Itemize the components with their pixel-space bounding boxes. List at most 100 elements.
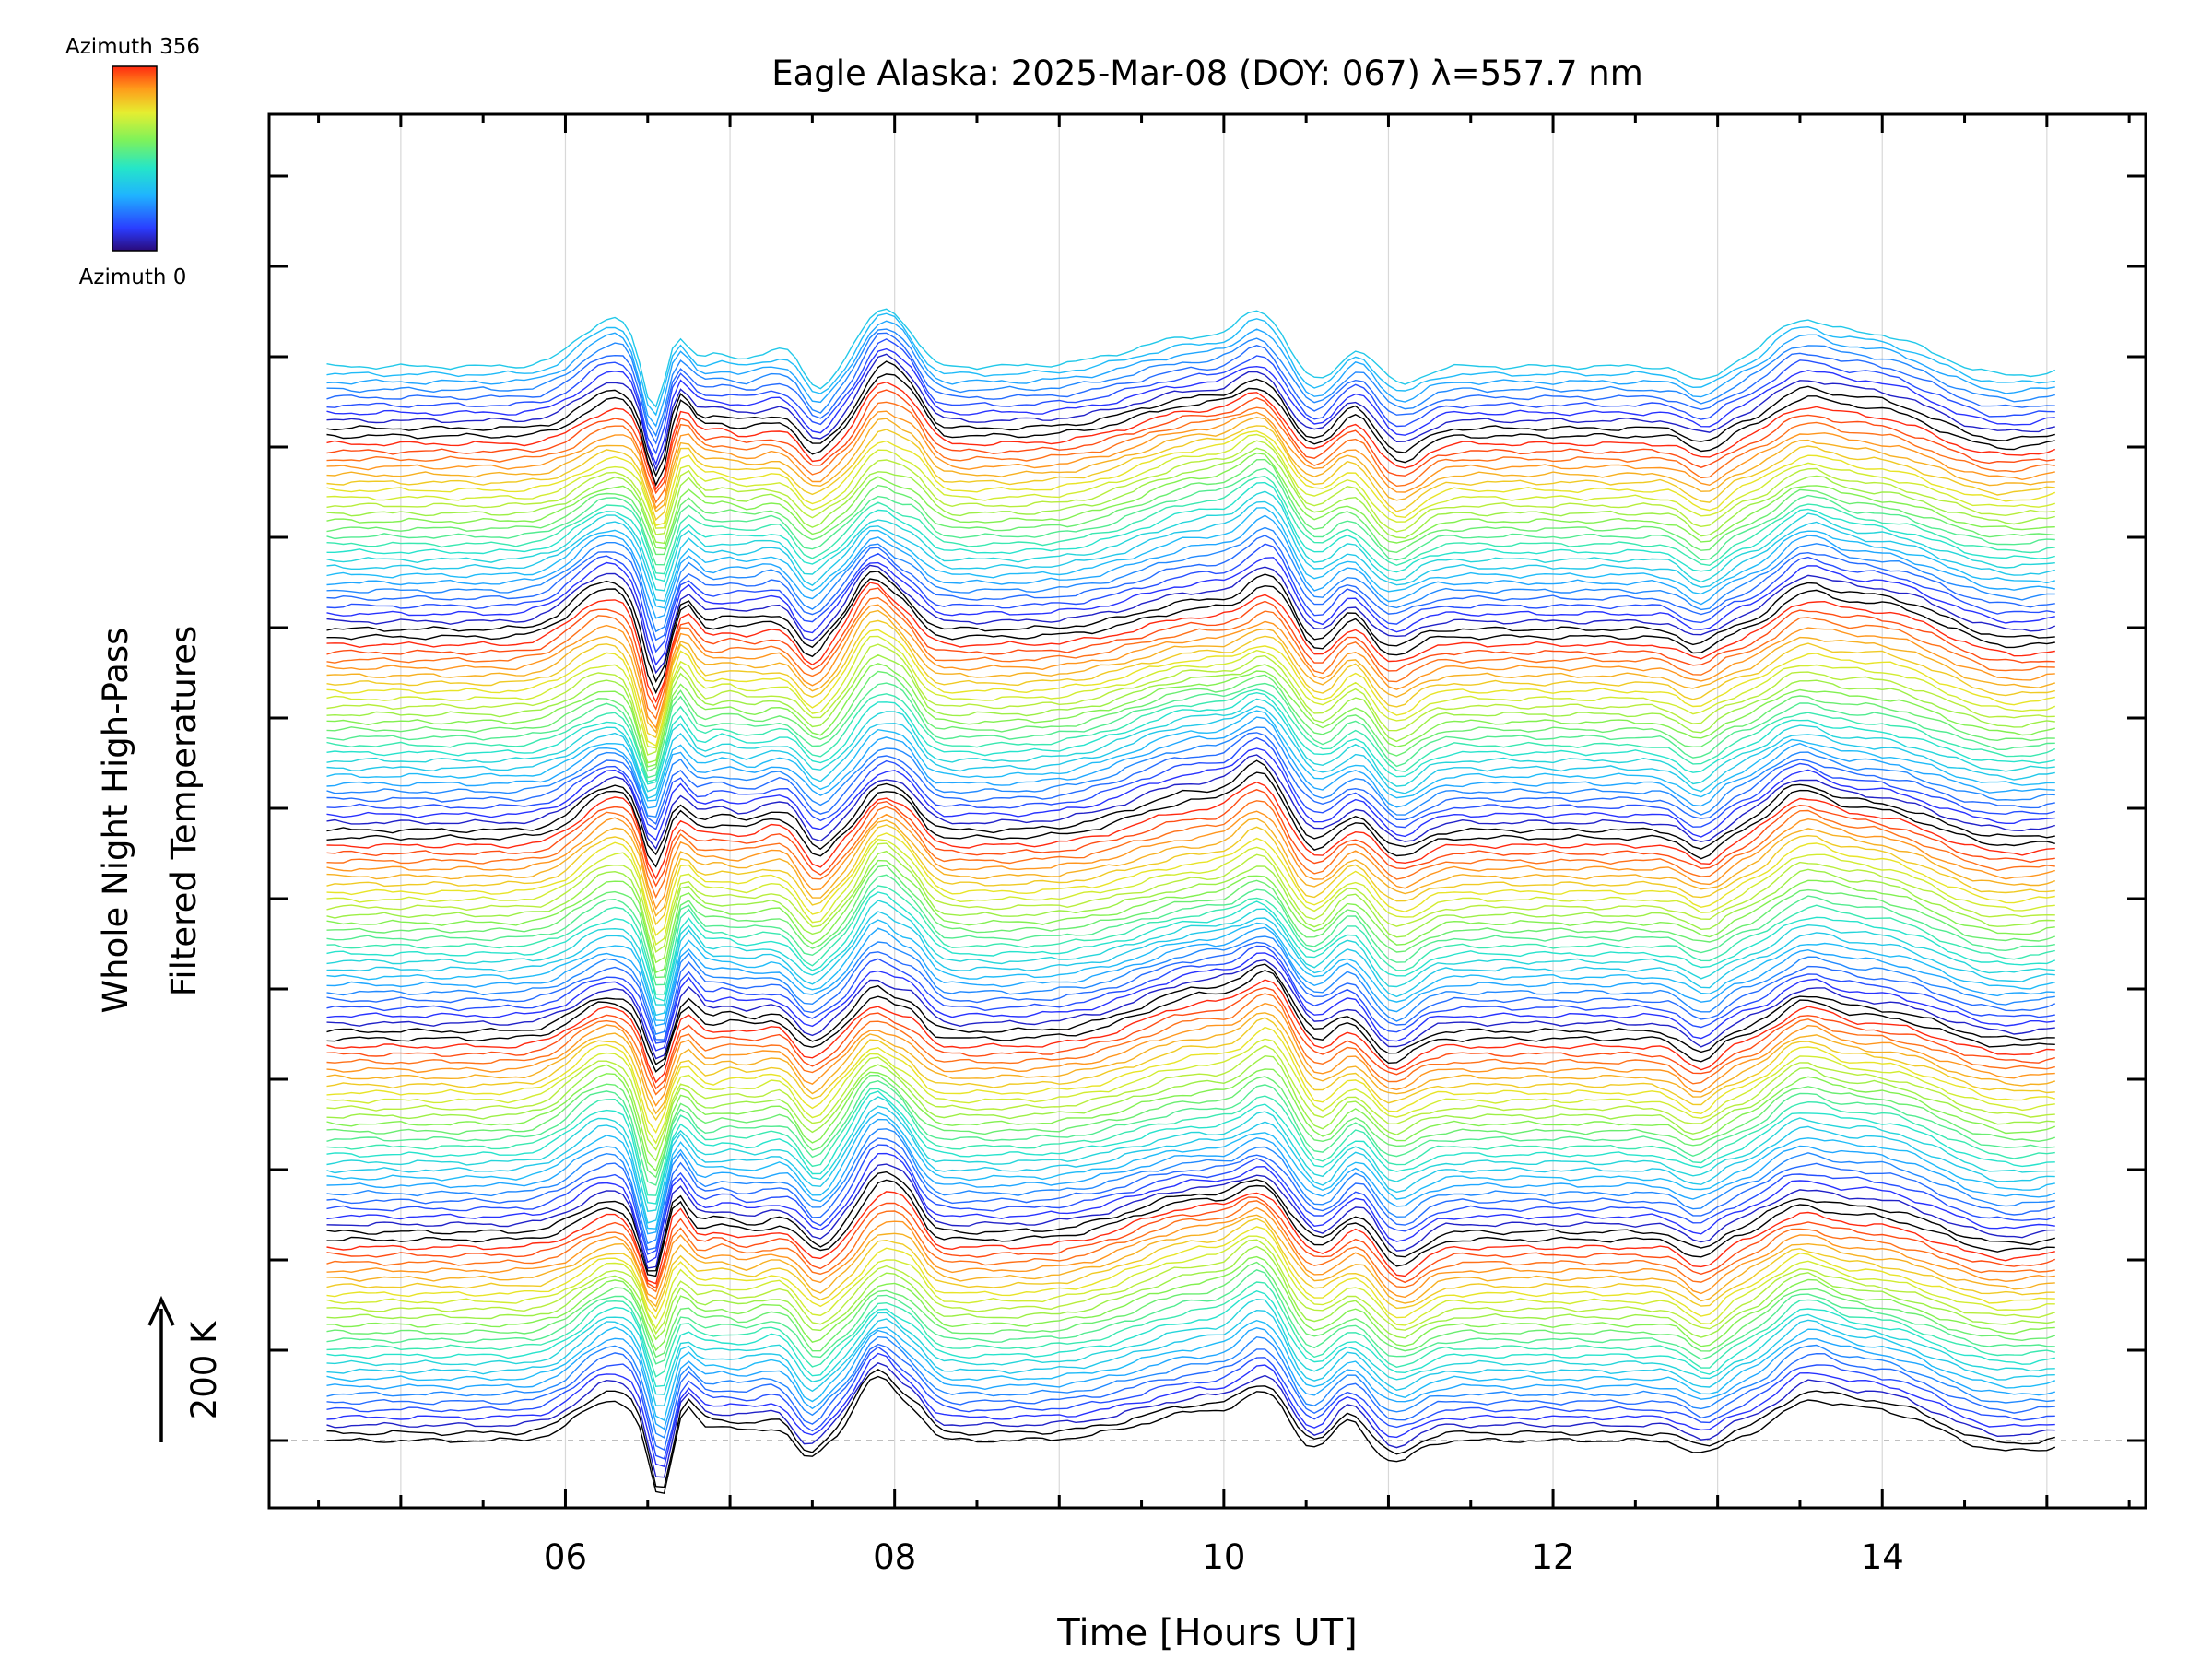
azimuth-trace bbox=[326, 810, 2055, 911]
azimuth-trace bbox=[326, 682, 2055, 779]
azimuth-trace bbox=[326, 842, 2055, 954]
x-tick-labels: 06 08 10 12 14 bbox=[544, 1537, 1904, 1577]
azimuth-trace bbox=[326, 1214, 2055, 1308]
azimuth-trace bbox=[326, 360, 2055, 477]
azimuth-trace bbox=[326, 1269, 2055, 1365]
colorbar-gradient bbox=[112, 65, 158, 252]
azimuth-trace bbox=[326, 373, 2055, 487]
colorbar-top-label: Azimuth 356 bbox=[65, 35, 200, 59]
azimuth-trace bbox=[326, 1090, 2055, 1205]
x-tick-label: 06 bbox=[544, 1537, 587, 1577]
scale-bar: 200 K bbox=[147, 1295, 224, 1442]
azimuth-trace bbox=[326, 604, 2055, 730]
azimuth-trace bbox=[326, 885, 2055, 995]
azimuth-trace bbox=[326, 771, 2055, 868]
plot-frame bbox=[267, 112, 2147, 1510]
axis-ticks bbox=[269, 114, 2146, 1508]
azimuth-trace bbox=[326, 332, 2055, 445]
x-tick-label: 12 bbox=[1532, 1537, 1575, 1577]
azimuth-trace bbox=[326, 500, 2055, 602]
azimuth-trace bbox=[326, 1200, 2055, 1293]
azimuth-trace bbox=[326, 320, 2055, 428]
azimuth-trace bbox=[326, 781, 2055, 880]
azimuth-trace bbox=[326, 587, 2055, 711]
azimuth-trace bbox=[326, 732, 2055, 826]
azimuth-trace bbox=[326, 1245, 2055, 1341]
azimuth-trace bbox=[326, 1375, 2056, 1495]
azimuth-trace bbox=[326, 452, 2055, 550]
azimuth-trace bbox=[326, 433, 2055, 529]
azimuth-trace bbox=[326, 1309, 2055, 1406]
azimuth-trace bbox=[326, 389, 2055, 495]
azimuth-trace bbox=[326, 818, 2056, 917]
azimuth-trace bbox=[326, 1281, 2055, 1378]
scale-bar-label: 200 K bbox=[184, 1320, 224, 1419]
azimuth-trace bbox=[326, 716, 2055, 809]
azimuth-trace bbox=[326, 1171, 2055, 1272]
azimuth-trace bbox=[326, 514, 2055, 619]
azimuth-trace bbox=[326, 1235, 2055, 1330]
azimuth-trace bbox=[326, 447, 2055, 545]
azimuth-trace bbox=[326, 959, 2055, 1060]
azimuth-trace bbox=[326, 1335, 2055, 1439]
azimuth-trace bbox=[326, 1226, 2055, 1320]
azimuth-trace bbox=[326, 919, 2055, 1022]
scale-bar-arrow-head bbox=[147, 1295, 175, 1326]
azimuth-trace bbox=[326, 312, 2055, 417]
azimuth-trace bbox=[326, 726, 2055, 818]
azimuth-trace bbox=[326, 1105, 2055, 1224]
azimuth-trace bbox=[326, 1239, 2056, 1335]
azimuth-trace bbox=[326, 582, 2055, 704]
azimuth-trace bbox=[326, 535, 2055, 641]
azimuth-trace bbox=[326, 1012, 2056, 1115]
azimuth-trace bbox=[326, 557, 2055, 666]
azimuth-trace bbox=[326, 467, 2055, 566]
azimuth-trace bbox=[326, 1289, 2055, 1388]
azimuth-trace bbox=[326, 596, 2055, 720]
azimuth-trace bbox=[326, 1144, 2056, 1255]
azimuth-trace bbox=[326, 440, 2055, 535]
azimuth-trace bbox=[326, 900, 2055, 1006]
azimuth-trace bbox=[326, 754, 2055, 851]
azimuth-trace bbox=[326, 1218, 2055, 1313]
azimuth-trace bbox=[326, 710, 2055, 802]
azimuth-trace bbox=[326, 526, 2055, 633]
azimuth-trace bbox=[326, 381, 2056, 491]
azimuth-trace bbox=[326, 850, 2055, 964]
azimuth-trace bbox=[326, 705, 2055, 800]
azimuth-trace bbox=[326, 401, 2055, 504]
azimuth-trace bbox=[326, 688, 2056, 782]
x-tick-label: 10 bbox=[1202, 1537, 1245, 1577]
azimuth-trace bbox=[326, 1362, 2055, 1478]
azimuth-trace bbox=[326, 1206, 2055, 1300]
azimuth-trace bbox=[326, 410, 2055, 510]
azimuth-trace bbox=[326, 945, 2055, 1044]
azimuth-trace bbox=[326, 353, 2055, 472]
azimuth-trace bbox=[326, 670, 2055, 772]
azimuth-trace bbox=[326, 1179, 2055, 1277]
azimuth-trace bbox=[326, 1026, 2055, 1135]
x-tick-label: 08 bbox=[873, 1537, 916, 1577]
azimuth-trace bbox=[326, 1096, 2055, 1212]
azimuth-trace bbox=[326, 653, 2055, 764]
azimuth-trace bbox=[326, 1118, 2056, 1235]
azimuth-trace bbox=[326, 935, 2055, 1035]
azimuth-trace bbox=[326, 481, 2055, 582]
azimuth-trace bbox=[326, 308, 2056, 408]
azimuth-trace bbox=[326, 747, 2055, 841]
azimuth-trace bbox=[326, 425, 2055, 522]
azimuth-trace bbox=[326, 1343, 2055, 1452]
azimuth-trace bbox=[326, 347, 2055, 466]
azimuth-trace bbox=[326, 1326, 2055, 1430]
azimuth-trace bbox=[326, 1191, 2055, 1285]
azimuth-trace bbox=[326, 475, 2055, 575]
azimuth-trace bbox=[326, 1128, 2055, 1245]
azimuth-trace bbox=[326, 564, 2056, 675]
azimuth-trace bbox=[326, 663, 2055, 768]
azimuth-trace bbox=[326, 859, 2055, 974]
azimuth-trace bbox=[326, 800, 2055, 900]
azimuth-trace bbox=[326, 1196, 2056, 1289]
chart-title: Eagle Alaska: 2025-Mar-08 (DOY: 067) λ=5… bbox=[771, 53, 1643, 93]
azimuth-trace bbox=[326, 691, 2055, 785]
